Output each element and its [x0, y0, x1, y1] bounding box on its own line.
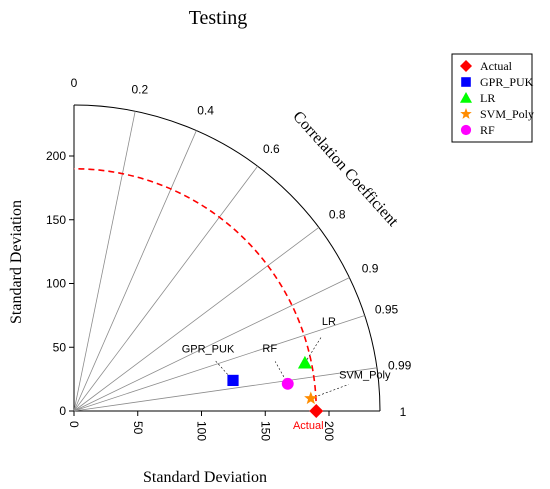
correlation-ray [73, 165, 258, 412]
y-tick-label: 100 [46, 277, 66, 291]
y-tick-label: 200 [46, 149, 66, 163]
x-axis-label: Standard Deviation [143, 469, 267, 486]
correlation-tick-label: 0.4 [197, 104, 214, 118]
correlation-tick-label: 1 [400, 405, 407, 419]
point-svm-poly [304, 391, 318, 405]
x-tick-label: 50 [131, 421, 145, 435]
correlation-ray [73, 367, 377, 412]
legend-label-rf: RF [480, 123, 495, 137]
point-actual [309, 404, 324, 418]
legend-marker-actual [460, 60, 472, 72]
legend-label-svm-poly: SVM_Poly [480, 107, 534, 121]
plot-area: 0 0.20.40.60.80.90.950.991005050100100150… [46, 76, 412, 441]
outer-arc [73, 104, 381, 412]
reference-sd-arc [73, 167, 318, 412]
correlation-tick-label: 0.99 [388, 359, 412, 373]
correlation-tick-label: 0.95 [375, 302, 399, 316]
y-tick-label: 0 [59, 404, 66, 418]
legend-label-gpr-puk: GPR_PUK [480, 75, 534, 89]
x-tick-label: 150 [258, 421, 272, 441]
chart-title: Testing [189, 7, 248, 29]
point-label-svm-poly: SVM_Poly [339, 369, 391, 381]
correlation-ray [73, 130, 197, 412]
legend-marker-gpr-puk [461, 77, 471, 87]
point-label-actual: Actual [293, 420, 324, 432]
x-tick-label: 200 [322, 421, 336, 441]
legend-marker-svm-poly [460, 108, 472, 119]
correlation-tick-label: 0.2 [131, 83, 148, 97]
point-gpr-puk [227, 374, 239, 387]
legend-marker-rf [460, 124, 472, 136]
point-label-rf: RF [262, 343, 277, 355]
correlation-ray [73, 277, 350, 412]
correlation-ray [73, 315, 365, 412]
legend-marker-lr [460, 92, 472, 103]
correlation-tick-label: 0.9 [362, 262, 379, 276]
leader-lr [304, 336, 322, 364]
correlation-tick-label: 0.6 [263, 142, 280, 156]
y-axis-label: Standard Deviation [8, 200, 25, 324]
x-tick-label: 100 [195, 421, 209, 441]
legend-label-actual: Actual [480, 59, 513, 73]
point-label-gpr-puk: GPR_PUK [182, 343, 235, 355]
y-tick-label: 150 [46, 213, 66, 227]
point-label-lr: LR [322, 316, 336, 328]
legend-label-lr: LR [480, 91, 495, 105]
leader-svm-poly [310, 384, 349, 399]
correlation-tick-label: 0 [71, 76, 78, 90]
correlation-ray [73, 111, 136, 412]
point-lr [297, 355, 312, 369]
correlation-ray [73, 227, 320, 412]
legend: Actual GPR_PUK LR SVM_Poly RF [451, 53, 534, 143]
y-tick-label: 50 [53, 340, 67, 354]
x-tick-label: 0 [67, 421, 81, 428]
correlation-tick-label: 0.8 [329, 208, 346, 222]
point-rf [281, 377, 294, 390]
